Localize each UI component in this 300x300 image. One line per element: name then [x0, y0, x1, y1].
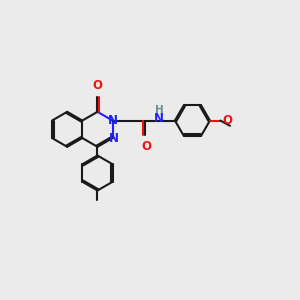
Text: O: O [142, 140, 152, 153]
Text: N: N [108, 114, 118, 127]
Text: O: O [92, 80, 103, 92]
Text: N: N [109, 132, 118, 145]
Text: O: O [222, 114, 232, 127]
Text: H: H [155, 105, 164, 115]
Text: N: N [154, 112, 164, 125]
